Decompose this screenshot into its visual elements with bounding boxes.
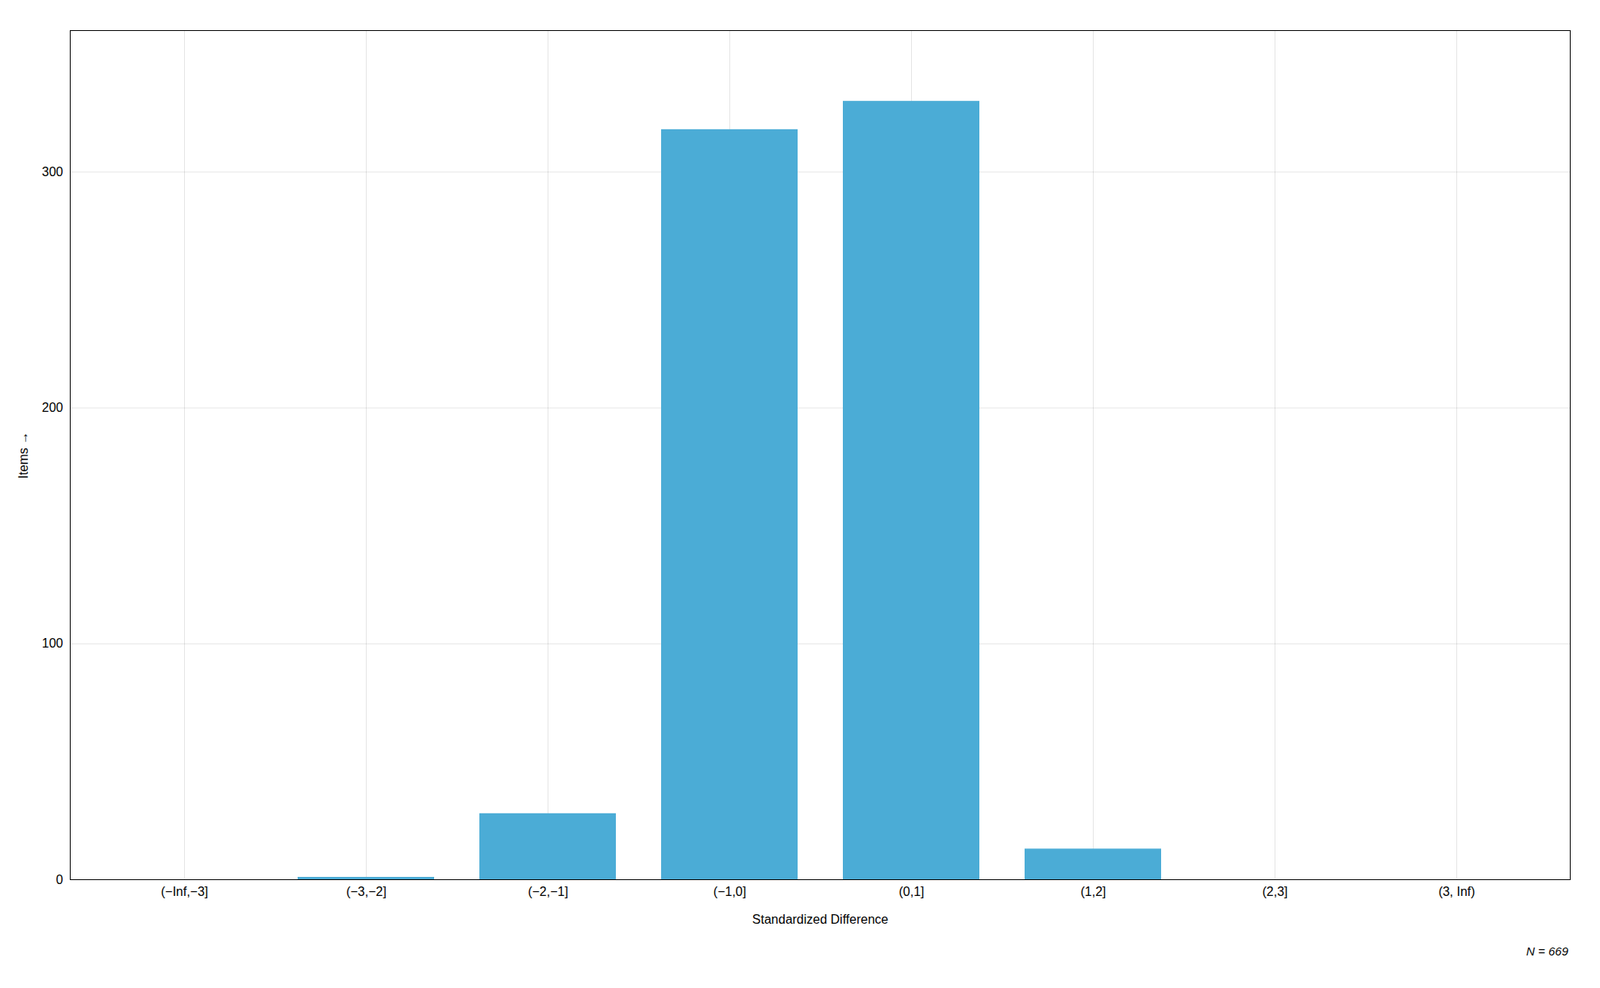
svg-text:300: 300	[42, 165, 64, 179]
html-text:N = 669: N = 669	[1526, 944, 1569, 958]
svg-text:(−2,−1]: (−2,−1]	[527, 884, 569, 899]
svg-text:(3, Inf): (3, Inf)	[1438, 884, 1475, 899]
svg-text:Items →: Items →	[16, 431, 31, 480]
svg-text:(2,3]: (2,3]	[1261, 884, 1288, 899]
svg-text:(−3,−2]: (−3,−2]	[346, 884, 387, 899]
svg-text:(−Inf,−3]: (−Inf,−3]	[161, 884, 209, 899]
svg-text:(0,1]: (0,1]	[898, 884, 924, 899]
svg-text:0: 0	[56, 873, 64, 887]
svg-text:(−1,0]: (−1,0]	[713, 884, 747, 899]
svg-text:Standardized Difference: Standardized Difference	[752, 912, 889, 927]
svg-text:(1,2]: (1,2]	[1080, 884, 1106, 899]
svg-text:200: 200	[42, 400, 64, 415]
svg-text:100: 100	[42, 636, 64, 650]
